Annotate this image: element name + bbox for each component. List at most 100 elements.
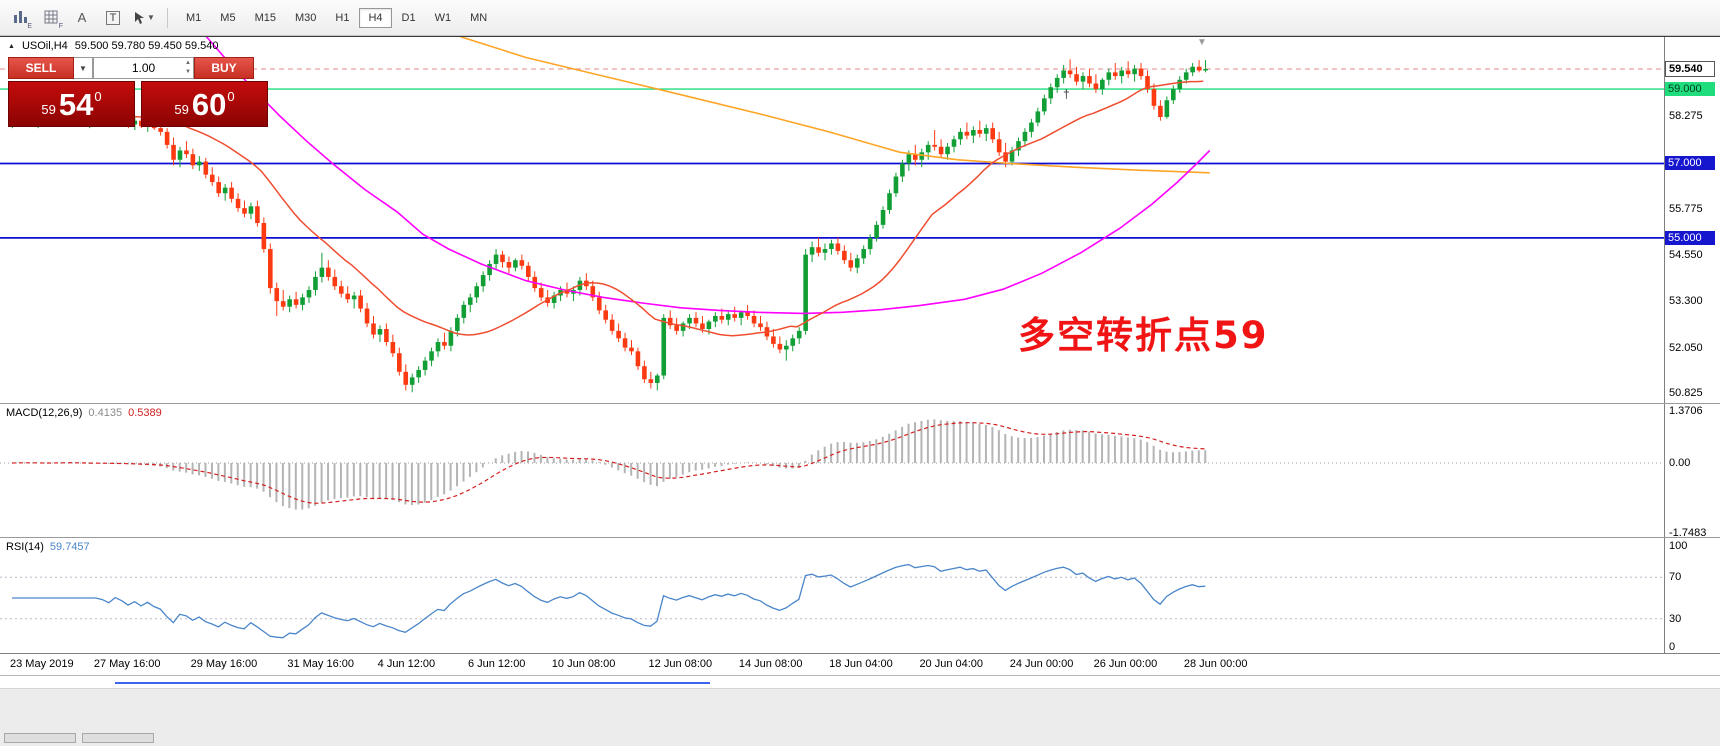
macd-value-signal: 0.5389 [128,407,162,419]
price-tick: 53.300 [1669,295,1703,308]
ask-prefix: 59 [174,101,189,117]
shift-marker-icon: ▼ [1197,37,1207,48]
macd-name: MACD(12,26,9) [6,407,83,419]
price-tick: 52.050 [1669,341,1703,354]
sell-button[interactable]: SELL [8,57,74,79]
price-tick: 54.550 [1669,248,1703,261]
price-level-badge: 55.000 [1665,230,1715,245]
time-label: 24 Jun 00:00 [1009,658,1074,670]
rsi-tick: 0 [1669,641,1676,653]
chart-annotation-text: 多空转折点59 [1018,314,1269,357]
bid-sup-digit: 0 [94,88,102,104]
timeframe-m30[interactable]: M30 [294,11,317,24]
rsi-chart[interactable] [0,538,1664,653]
rsi-value: 59.7457 [49,541,90,553]
macd-tick: 1.3706 [1669,405,1703,417]
rsi-tick: 70 [1669,571,1682,584]
time-label: 12 Jun 08:00 [648,658,713,670]
chart-window: ▼ ▲ USOil,H4 59.500 59.780 59.450 59.540… [0,36,1720,675]
price-tick: 58.275 [1669,110,1703,123]
toolbar: E F A T ▼ M1 M5 M15 M30 H1 H4 D1 W1 MN [0,0,1720,36]
time-label: 4 Jun 12:00 [377,658,436,670]
spinner-down-icon[interactable]: ▼ [185,69,191,75]
icon-letter-e: E [27,22,32,30]
time-label: 31 May 16:00 [287,658,354,670]
macd-tick: 0.00 [1669,457,1691,469]
timeframe-d1[interactable]: D1 [401,11,416,24]
rsi-tick: 30 [1669,612,1682,625]
macd-pane[interactable]: MACD(12,26,9) 0.4135 0.5389 1.3706 0.00 -1… [0,403,1720,537]
macd-value-main: 0.4135 [88,407,123,419]
macd-tick: -1.7483 [1669,527,1707,537]
bottom-strip [0,675,1720,746]
symbol-name: USOil,H4 [21,40,68,52]
rsi-axis: 100 70 30 0 [1664,538,1720,653]
timeframe-group: M1 M5 M15 M30 H1 H4 D1 W1 MN [177,7,496,28]
grid-icon[interactable]: F [37,6,65,30]
text-box-icon[interactable]: T [99,6,127,30]
price-tick: 55.775 [1669,203,1703,216]
timeframe-mn[interactable]: MN [470,11,488,24]
window-tab[interactable] [82,733,154,743]
time-label: 27 May 16:00 [93,658,161,670]
chevron-down-icon: ▼ [147,13,155,22]
rsi-pane[interactable]: RSI(14) 59.7457 100 70 30 0 [0,537,1720,653]
docked-blue-line [115,682,710,684]
time-label: 23 May 2019 [10,658,74,670]
time-label: 6 Jun 12:00 [467,658,526,670]
price-level-badge: 59.000 [1665,82,1715,97]
chart-marker: † [1063,87,1070,101]
timeframe-h4[interactable]: H4 [359,7,392,28]
buy-button[interactable]: BUY [194,57,254,79]
cursor-tool-icon[interactable]: ▼ [130,6,158,30]
timeframe-m1[interactable]: M1 [186,11,202,24]
timeframe-w1[interactable]: W1 [434,11,452,24]
icon-letter-f: F [58,22,63,30]
price-tick: 50.825 [1669,387,1703,400]
time-label: 18 Jun 04:00 [829,658,893,670]
price-axis[interactable]: 58.275 55.775 54.550 53.300 52.050 50.825 59.0… [1664,37,1720,403]
price-level-badge: 57.000 [1665,156,1715,171]
toolbar-separator [167,7,168,28]
timeframe-h1[interactable]: H1 [335,11,350,24]
spinner-up-icon[interactable]: ▲ [185,60,191,66]
macd-label: MACD(12,26,9) 0.4135 0.5389 [6,407,162,419]
bid-big-digits: 54 [58,86,94,122]
chart-bars-icon[interactable]: E [6,6,34,30]
rsi-tick: 100 [1669,540,1688,552]
time-label: 10 Jun 08:00 [551,658,616,670]
volume-spinner[interactable]: ▲ ▼ [185,59,191,77]
price-pane[interactable]: ▼ ▲ USOil,H4 59.500 59.780 59.450 59.540… [0,37,1720,403]
ask-price-display[interactable]: 59 60 0 [141,81,268,127]
rsi-name: RSI(14) [6,541,44,553]
time-label: 29 May 16:00 [190,658,258,670]
timeframe-m5[interactable]: M5 [220,11,236,24]
time-label: 28 Jun 00:00 [1183,658,1248,670]
price-chart[interactable] [0,37,1664,403]
timeframe-m15[interactable]: M15 [254,11,276,24]
icon-letter-a: A [77,10,87,25]
grid-glyph [44,10,57,24]
macd-chart[interactable] [0,404,1664,537]
icon-letter-t: T [105,10,121,25]
docked-window-edge [0,676,1720,689]
text-label-icon[interactable]: A [68,6,96,30]
time-label: 26 Jun 00:00 [1093,658,1158,670]
current-price-badge: 59.540 [1665,60,1715,77]
rsi-label: RSI(14) 59.7457 [6,541,90,553]
time-axis[interactable]: 23 May 2019 27 May 16:00 29 May 16:00 31 Ma… [0,653,1720,675]
volume-value: 1.00 [131,61,156,75]
window-tab[interactable] [4,733,76,743]
ohlc-values: 59.500 59.780 59.450 59.540 [74,40,219,52]
volume-dropdown-button[interactable]: ▼ [74,57,93,79]
cursor-glyph [135,11,145,24]
chart-ohlc-header: ▲ USOil,H4 59.500 59.780 59.450 59.540 [8,40,219,52]
volume-field[interactable]: 1.00 ▲ ▼ [93,57,194,79]
bid-price-display[interactable]: 59 54 0 [8,81,135,127]
bars-glyph [14,11,27,23]
ask-big-digits: 60 [191,86,227,122]
time-label: 20 Jun 04:00 [919,658,984,670]
symbol-arrow-icon: ▲ [8,42,15,50]
bid-prefix: 59 [41,101,56,117]
